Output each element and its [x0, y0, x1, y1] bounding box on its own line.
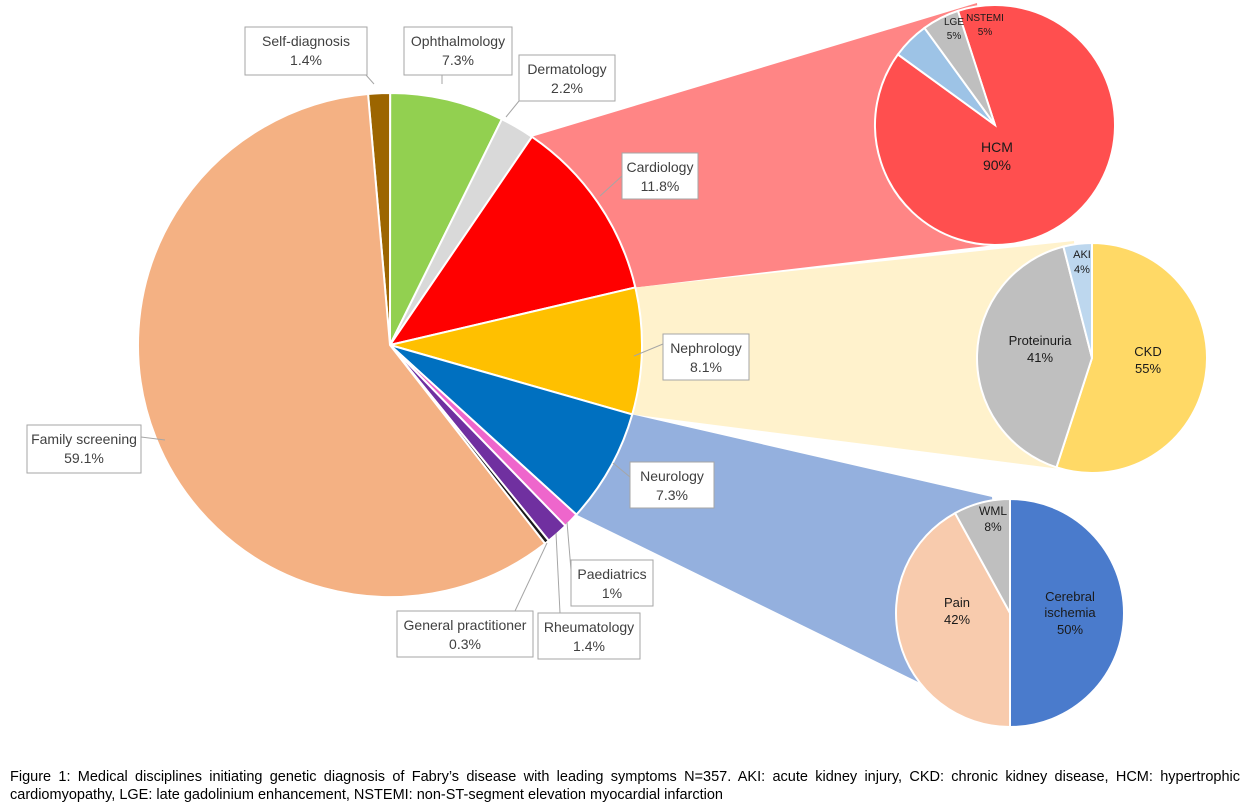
- slice-cerebral-ischemia: [1009, 497, 1125, 729]
- sub-label-cerebral-ischemia: ischemia: [1044, 605, 1096, 620]
- label-nephrology: Nephrology: [670, 340, 742, 356]
- value-general-practitioner: 0.3%: [449, 636, 481, 652]
- slice-cardiology: [387, 135, 637, 347]
- leader-line-rheumatology: [555, 532, 561, 614]
- figure-caption: Figure 1: Medical disciplines initiating…: [10, 769, 1240, 803]
- leader-line-dermatology: [505, 100, 520, 118]
- slice-nephrology: [386, 286, 643, 416]
- leader-line-self-diagnosis: [365, 74, 375, 85]
- label-box-family-screening: [26, 424, 142, 474]
- slice-wml: [953, 497, 1011, 614]
- sub-value-lge: 5%: [947, 31, 962, 42]
- label-neurology: Neurology: [640, 468, 704, 484]
- sub-value-pain: 42%: [944, 612, 970, 627]
- label-box-general-practitioner: [396, 610, 534, 658]
- label-box-dermatology: [518, 54, 616, 102]
- label-box-neurology: [629, 461, 715, 509]
- connector-band-cardiology: [531, 3, 995, 288]
- sub-label-cerebral-ischemia: Cerebral: [1045, 589, 1095, 604]
- sub-label-aki: AKI: [1073, 249, 1091, 261]
- value-self-diagnosis: 1.4%: [290, 52, 322, 68]
- label-dermatology: Dermatology: [527, 61, 606, 77]
- slice-family-screening: [137, 92, 547, 598]
- value-nephrology: 8.1%: [690, 359, 722, 375]
- connector-band-nephrology: [632, 241, 1092, 473]
- label-cardiology: Cardiology: [627, 159, 694, 175]
- sub-label-lge: LGE: [944, 17, 964, 28]
- sub-value-wml: 8%: [984, 520, 1002, 534]
- label-box-ophthalmology: [403, 26, 513, 76]
- fabry-pie-of-pie-chart: Self-diagnosis 1.4% Ophthalmology 7.3% Derma…: [26, 3, 1208, 729]
- sub-value-ckd: 55%: [1135, 361, 1161, 376]
- label-box-cardiology: [621, 152, 699, 200]
- sub-label-pain: Pain: [944, 595, 970, 610]
- slice-pain: [895, 511, 1011, 729]
- value-neurology: 7.3%: [656, 487, 688, 503]
- label-rheumatology: Rheumatology: [544, 619, 634, 635]
- slice-nstemi: [923, 9, 996, 126]
- sub-value-proteinuria: 41%: [1027, 350, 1053, 365]
- label-self-diagnosis: Self-diagnosis: [262, 33, 350, 49]
- leader-line-general-practitioner: [514, 542, 548, 612]
- slice-proteinuria: [976, 245, 1094, 469]
- slice-neurology: [389, 344, 634, 517]
- label-ophthalmology: Ophthalmology: [411, 33, 505, 49]
- sub-label-ckd: CKD: [1134, 344, 1161, 359]
- slice-ophthalmology: [389, 91, 504, 346]
- value-ophthalmology: 7.3%: [442, 52, 474, 68]
- label-paediatrics: Paediatrics: [577, 566, 646, 582]
- sub-label-wml: WML: [979, 504, 1007, 518]
- slice-aki: [1062, 241, 1093, 359]
- leader-line-family-screening: [140, 436, 166, 441]
- value-paediatrics: 1%: [602, 585, 622, 601]
- value-rheumatology: 1.4%: [573, 638, 605, 654]
- sub-label-proteinuria: Proteinuria: [1009, 333, 1073, 348]
- leader-line-neurology: [612, 462, 631, 478]
- sub-value-hcm: 90%: [983, 157, 1011, 173]
- leader-line-cardiology: [599, 175, 623, 197]
- label-box-nephrology: [662, 333, 750, 381]
- slice-ckd: [1055, 241, 1208, 474]
- sub-label-nstemi: NSTEMI: [966, 13, 1004, 24]
- sub-label-hcm: HCM: [981, 139, 1013, 155]
- label-family-screening: Family screening: [31, 431, 137, 447]
- label-box-self-diagnosis: [244, 26, 368, 76]
- value-cardiology: 11.8%: [641, 178, 680, 194]
- sub-value-cerebral-ischemia: 50%: [1057, 622, 1083, 637]
- label-box-paediatrics: [570, 559, 654, 607]
- sub-value-aki: 4%: [1074, 264, 1090, 276]
- value-dermatology: 2.2%: [551, 80, 583, 96]
- leader-line-paediatrics: [566, 521, 572, 571]
- label-general-practitioner: General practitioner: [404, 617, 527, 633]
- leader-line-nephrology: [633, 343, 664, 357]
- sub-value-nstemi: 5%: [978, 27, 993, 38]
- label-box-rheumatology: [537, 612, 641, 660]
- value-family-screening: 59.1%: [64, 450, 104, 466]
